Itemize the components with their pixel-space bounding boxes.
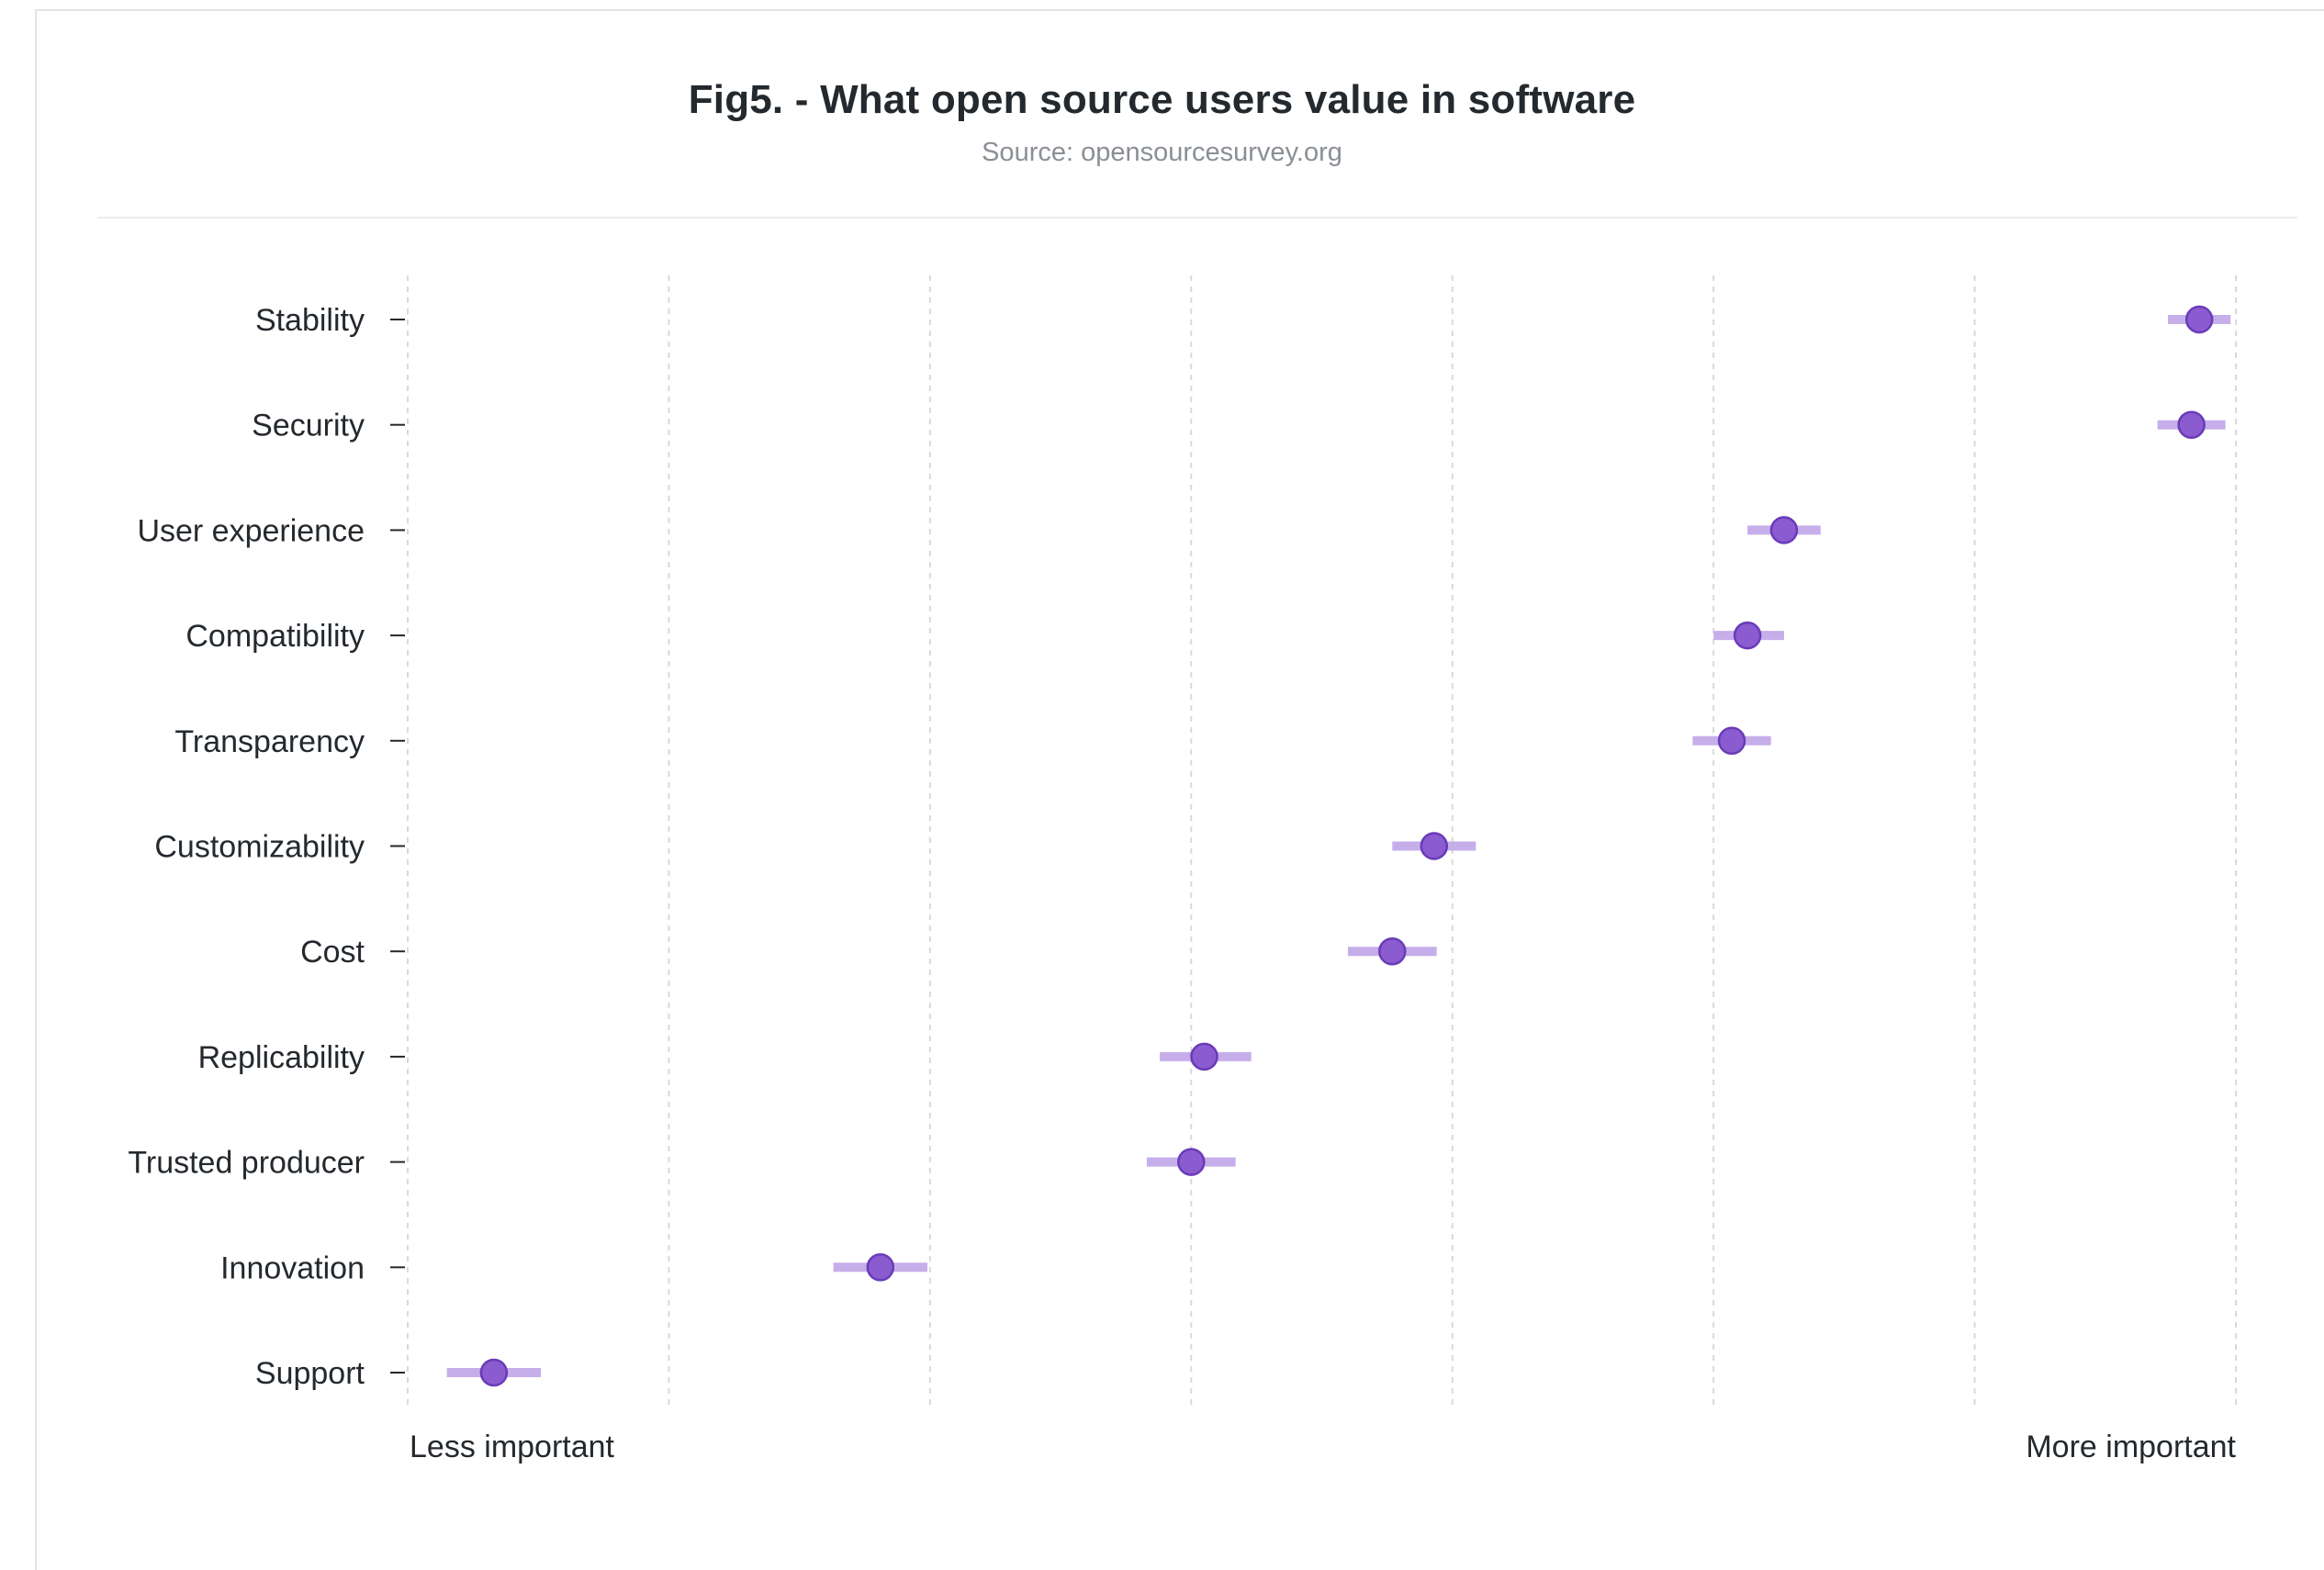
point-replicability — [1190, 1042, 1218, 1071]
y-label-innovation: Innovation — [220, 1250, 365, 1285]
data-points — [479, 305, 2214, 1387]
y-label-user-experience: User experience — [137, 513, 365, 548]
point-trusted-producer — [1177, 1148, 1206, 1176]
y-label-security: Security — [252, 409, 365, 443]
grid-lines — [407, 275, 2237, 1409]
category-labels: Stability Security User experience Compatib… — [128, 303, 405, 1391]
y-label-customizability: Customizability — [154, 830, 365, 865]
point-user-experience — [1769, 516, 1799, 544]
point-support — [479, 1358, 509, 1387]
y-label-compatibility: Compatibility — [185, 619, 365, 654]
y-label-support: Support — [255, 1356, 365, 1391]
chart-card — [35, 9, 2324, 1570]
y-label-transparency: Transparency — [174, 724, 365, 759]
x-axis-max-label: More important — [2026, 1430, 2236, 1464]
y-label-trusted-producer: Trusted producer — [128, 1146, 365, 1181]
point-customizability — [1420, 832, 1449, 860]
confidence-intervals — [446, 315, 2231, 1377]
x-axis-min-label: Less important — [410, 1430, 615, 1464]
point-cost — [1378, 936, 1407, 966]
y-label-cost: Cost — [300, 935, 365, 970]
header-divider — [97, 217, 2297, 219]
point-stability — [2184, 305, 2214, 334]
y-label-stability: Stability — [255, 303, 365, 338]
chart-subtitle: Source: opensourcesurvey.org — [982, 138, 1342, 167]
point-compatibility — [1733, 621, 1762, 650]
point-innovation — [866, 1253, 895, 1282]
y-label-replicability: Replicability — [198, 1040, 365, 1075]
point-transparency — [1717, 726, 1746, 756]
chart-title: Fig5. - What open source users value in … — [688, 77, 1636, 122]
point-security — [2177, 410, 2206, 439]
